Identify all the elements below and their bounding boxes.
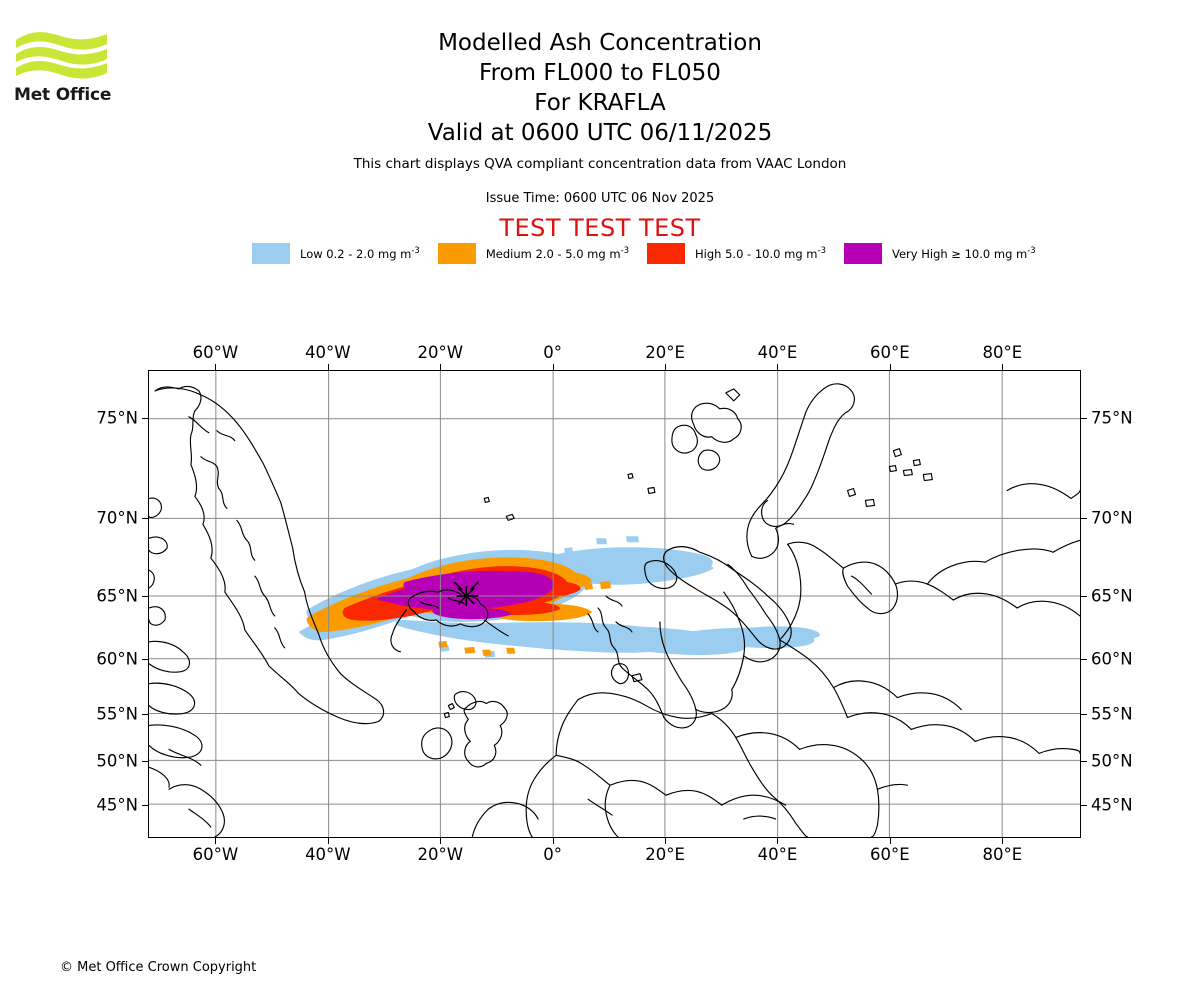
lon-label-bottom--20: 20°W bbox=[417, 845, 464, 864]
coastline-layer bbox=[149, 383, 1080, 837]
lon-tick-top--60 bbox=[215, 364, 217, 370]
title-line-main: Modelled Ash Concentration bbox=[438, 30, 762, 56]
lon-tick-top-60 bbox=[889, 364, 891, 370]
lon-label-top-40: 40°E bbox=[757, 343, 798, 362]
legend-swatch-medium bbox=[437, 242, 476, 264]
lat-label-left-50: 50°N bbox=[96, 751, 138, 771]
lat-tick-left-55 bbox=[142, 714, 148, 715]
data-source-note: This chart displays QVA compliant concen… bbox=[353, 156, 847, 172]
title-line-valid-at: Valid at 0600 UTC 06/11/2025 bbox=[427, 120, 773, 146]
volcano-source-marker bbox=[453, 581, 479, 606]
page-title: Modelled Ash Concentration From FL000 to… bbox=[0, 28, 1200, 148]
map-frame bbox=[148, 370, 1081, 838]
lat-label-right-55: 55°N bbox=[1091, 704, 1133, 724]
concentration-legend: Low 0.2 - 2.0 mg m-3 Medium 2.0 - 5.0 mg … bbox=[252, 241, 1036, 265]
lon-tick-top--40 bbox=[327, 364, 329, 370]
legend-item-medium: Medium 2.0 - 5.0 mg m-3 bbox=[437, 241, 647, 265]
ash-concentration-map bbox=[148, 370, 1081, 838]
lon-tick-bottom-0 bbox=[552, 838, 554, 844]
legend-label-high: High 5.0 - 10.0 mg m-3 bbox=[695, 245, 826, 261]
lat-label-right-45: 45°N bbox=[1091, 795, 1133, 815]
lat-tick-right-45 bbox=[1081, 805, 1087, 806]
title-line-flight-levels: From FL000 to FL050 bbox=[479, 60, 721, 86]
lat-label-left-65: 65°N bbox=[96, 586, 138, 606]
lat-tick-left-60 bbox=[142, 659, 148, 660]
copyright-notice: © Met Office Crown Copyright bbox=[60, 960, 257, 975]
lon-label-bottom-60: 60°E bbox=[870, 845, 910, 864]
lon-label-bottom-0: 0° bbox=[543, 845, 563, 864]
lon-label-top-60: 60°E bbox=[870, 343, 910, 362]
lat-label-left-60: 60°N bbox=[96, 649, 138, 669]
lon-tick-top-40 bbox=[777, 364, 779, 370]
legend-item-low: Low 0.2 - 2.0 mg m-3 bbox=[252, 241, 438, 265]
lat-tick-right-55 bbox=[1081, 714, 1087, 715]
legend-item-very-high: Very High ≥ 10.0 mg m-3 bbox=[843, 241, 1054, 265]
met-office-waves-icon bbox=[16, 32, 107, 79]
met-office-logo: Met Office bbox=[14, 26, 119, 111]
lon-tick-bottom--40 bbox=[327, 838, 329, 844]
lon-label-bottom-80: 80°E bbox=[982, 845, 1023, 864]
lon-label-top-20: 20°E bbox=[645, 343, 685, 362]
title-line-volcano: For KRAFLA bbox=[534, 90, 666, 116]
lon-tick-top--20 bbox=[440, 364, 442, 370]
lat-tick-left-45 bbox=[142, 805, 148, 806]
lon-tick-top-0 bbox=[552, 364, 554, 370]
lat-tick-right-60 bbox=[1081, 659, 1087, 660]
legend-label-medium: Medium 2.0 - 5.0 mg m-3 bbox=[485, 245, 630, 261]
graticule-grid bbox=[149, 371, 1080, 837]
lat-label-left-45: 45°N bbox=[96, 795, 138, 815]
lon-label-bottom-40: 40°E bbox=[757, 845, 798, 864]
lon-tick-bottom--20 bbox=[440, 838, 442, 844]
lon-tick-bottom--60 bbox=[215, 838, 217, 844]
legend-swatch-high bbox=[647, 242, 686, 264]
met-office-logo-text: Met Office bbox=[14, 85, 112, 105]
lat-tick-left-75 bbox=[142, 418, 148, 419]
lat-tick-right-50 bbox=[1081, 761, 1087, 762]
lat-label-left-75: 75°N bbox=[96, 408, 138, 428]
lon-label-bottom-20: 20°E bbox=[645, 845, 685, 864]
lon-tick-top-20 bbox=[665, 364, 667, 370]
lat-label-left-70: 70°N bbox=[96, 508, 138, 528]
legend-label-low: Low 0.2 - 2.0 mg m-3 bbox=[300, 245, 420, 261]
lat-label-left-55: 55°N bbox=[96, 704, 138, 724]
legend-item-high: High 5.0 - 10.0 mg m-3 bbox=[647, 241, 844, 265]
lon-label-bottom--60: 60°W bbox=[192, 845, 239, 864]
lat-label-right-60: 60°N bbox=[1091, 649, 1133, 669]
lat-tick-right-70 bbox=[1081, 518, 1087, 519]
test-banner: TEST TEST TEST bbox=[499, 214, 701, 242]
lon-label-top--60: 60°W bbox=[192, 343, 239, 362]
lon-tick-bottom-40 bbox=[777, 838, 779, 844]
lon-tick-bottom-20 bbox=[665, 838, 667, 844]
lat-tick-left-50 bbox=[142, 761, 148, 762]
lon-label-top-80: 80°E bbox=[982, 343, 1023, 362]
lat-label-right-75: 75°N bbox=[1091, 408, 1133, 428]
lat-label-right-70: 70°N bbox=[1091, 508, 1133, 528]
lat-tick-left-65 bbox=[142, 596, 148, 597]
lat-label-right-50: 50°N bbox=[1091, 751, 1133, 771]
lon-tick-bottom-60 bbox=[889, 838, 891, 844]
legend-label-very-high: Very High ≥ 10.0 mg m-3 bbox=[891, 245, 1036, 261]
ash-plume-layer bbox=[298, 536, 820, 658]
legend-swatch-very-high bbox=[843, 242, 882, 264]
lon-label-top-0: 0° bbox=[543, 343, 563, 362]
lon-label-bottom--40: 40°W bbox=[305, 845, 351, 864]
legend-swatch-low bbox=[252, 242, 290, 264]
lat-tick-left-70 bbox=[142, 518, 148, 519]
issue-time: Issue Time: 0600 UTC 06 Nov 2025 bbox=[485, 191, 715, 206]
lon-tick-top-80 bbox=[1002, 364, 1004, 370]
lat-tick-right-65 bbox=[1081, 596, 1087, 597]
lat-label-right-65: 65°N bbox=[1091, 586, 1133, 606]
lon-label-top--40: 40°W bbox=[305, 343, 351, 362]
lon-label-top--20: 20°W bbox=[417, 343, 464, 362]
lon-tick-bottom-80 bbox=[1002, 838, 1004, 844]
lat-tick-right-75 bbox=[1081, 418, 1087, 419]
map-canvas bbox=[149, 371, 1080, 837]
